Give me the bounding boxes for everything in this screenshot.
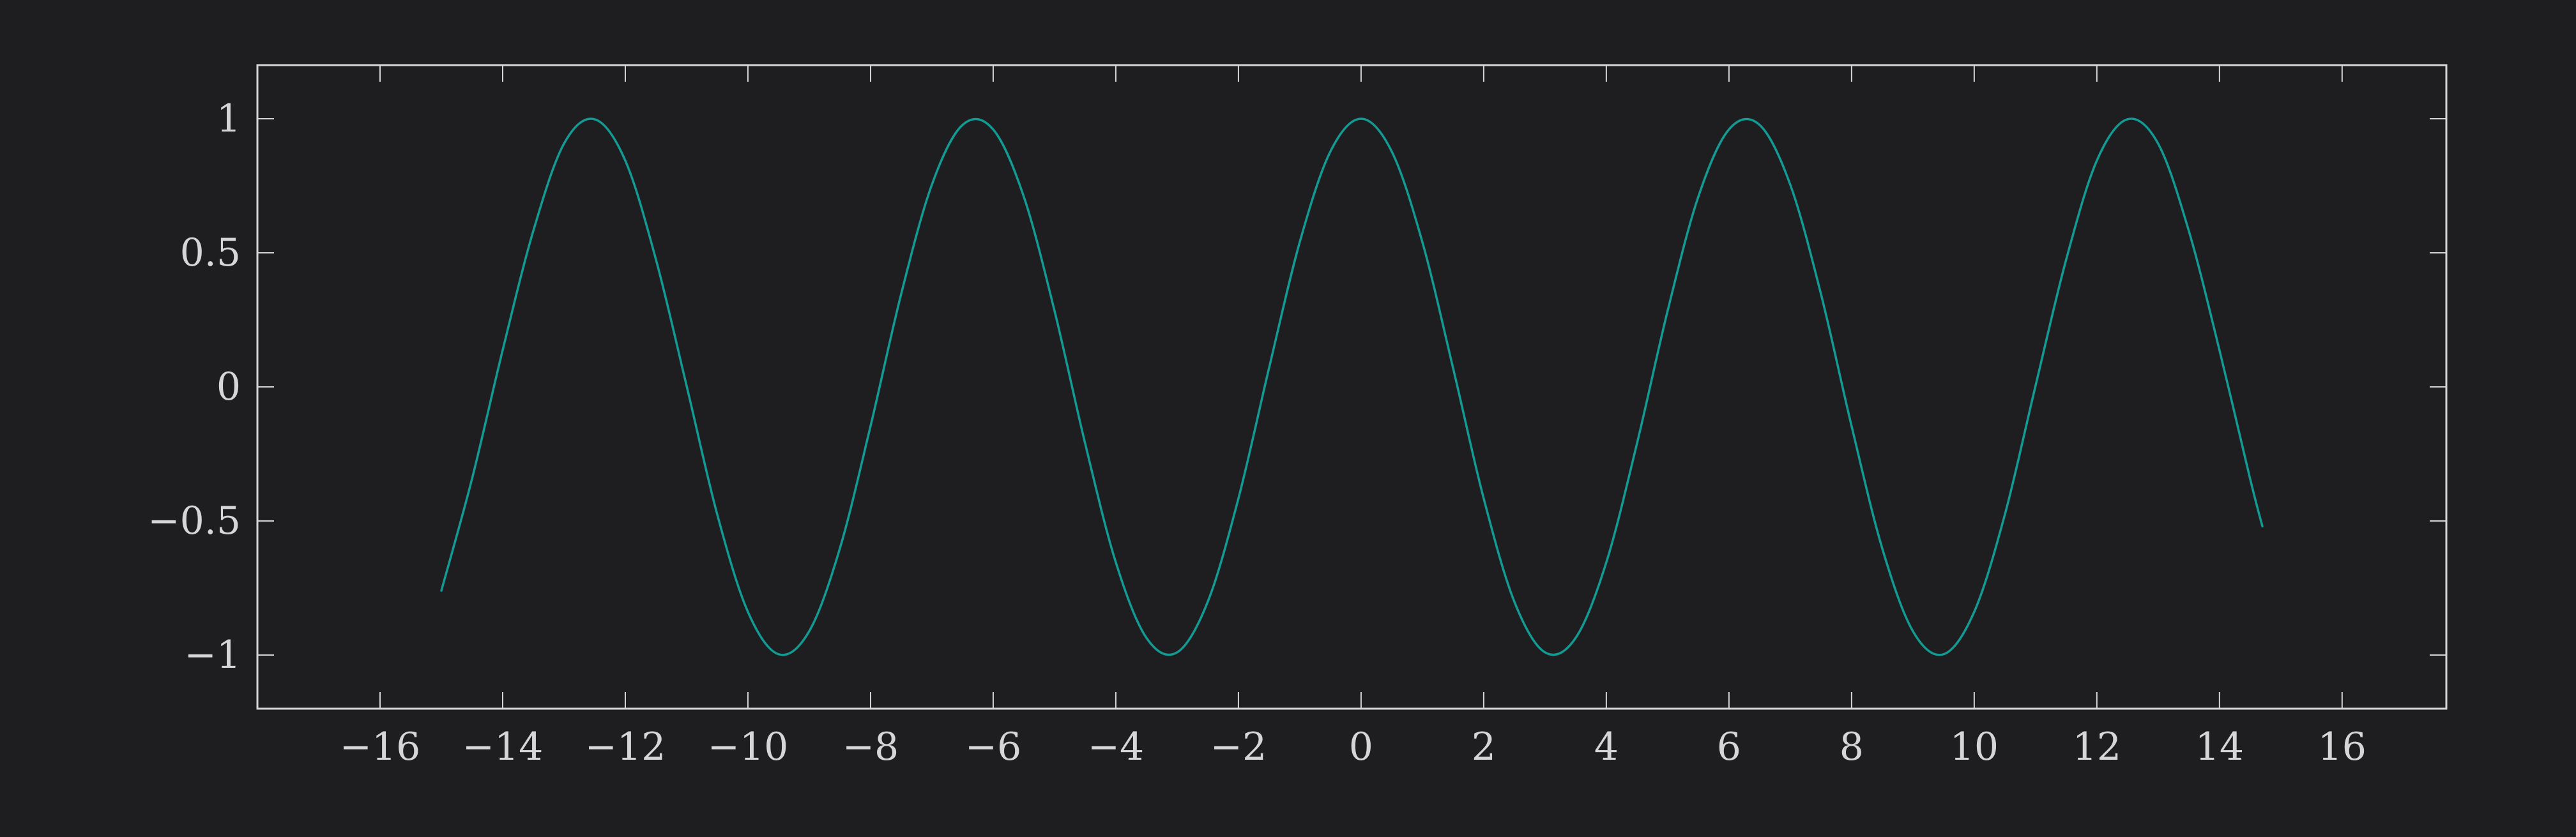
x-tick-label: 6 — [1717, 725, 1741, 769]
x-tick-label: 2 — [1472, 725, 1496, 769]
x-tick-label: 14 — [2195, 725, 2244, 769]
x-tick-labels: −16 −14 −12 −10 −8 −6 −4 −2 0 2 4 6 8 10 12 14 16 — [340, 725, 2366, 769]
x-tick-label: 0 — [1349, 725, 1373, 769]
x-tick-label: 12 — [2073, 725, 2121, 769]
x-tick-label: 8 — [1840, 725, 1864, 769]
x-tick-label: −16 — [340, 725, 421, 769]
series-layer — [440, 117, 2264, 656]
y-tick-label: −1 — [185, 633, 241, 677]
y-tick-labels: −1 −0.5 0 0.5 1 — [148, 96, 241, 677]
cosine-series-line — [440, 117, 2264, 656]
x-tick-label: −6 — [965, 725, 1021, 769]
y-tick-label: 0 — [217, 365, 241, 409]
x-tick-label: −8 — [842, 725, 899, 769]
y-tick-label: 1 — [217, 96, 241, 141]
x-tick-label: 4 — [1594, 725, 1619, 769]
x-tick-label: 10 — [1950, 725, 1999, 769]
x-tick-label: −10 — [708, 725, 789, 769]
x-tick-label: −12 — [585, 725, 666, 769]
x-tick-label: 16 — [2318, 725, 2366, 769]
plot-frame — [256, 64, 2448, 710]
x-tick-label: −4 — [1088, 725, 1144, 769]
axis-ticks — [257, 65, 2446, 709]
y-tick-label: 0.5 — [180, 230, 241, 275]
x-tick-label: −14 — [462, 725, 544, 769]
x-tick-label: −2 — [1210, 725, 1267, 769]
y-tick-label: −0.5 — [148, 499, 241, 543]
